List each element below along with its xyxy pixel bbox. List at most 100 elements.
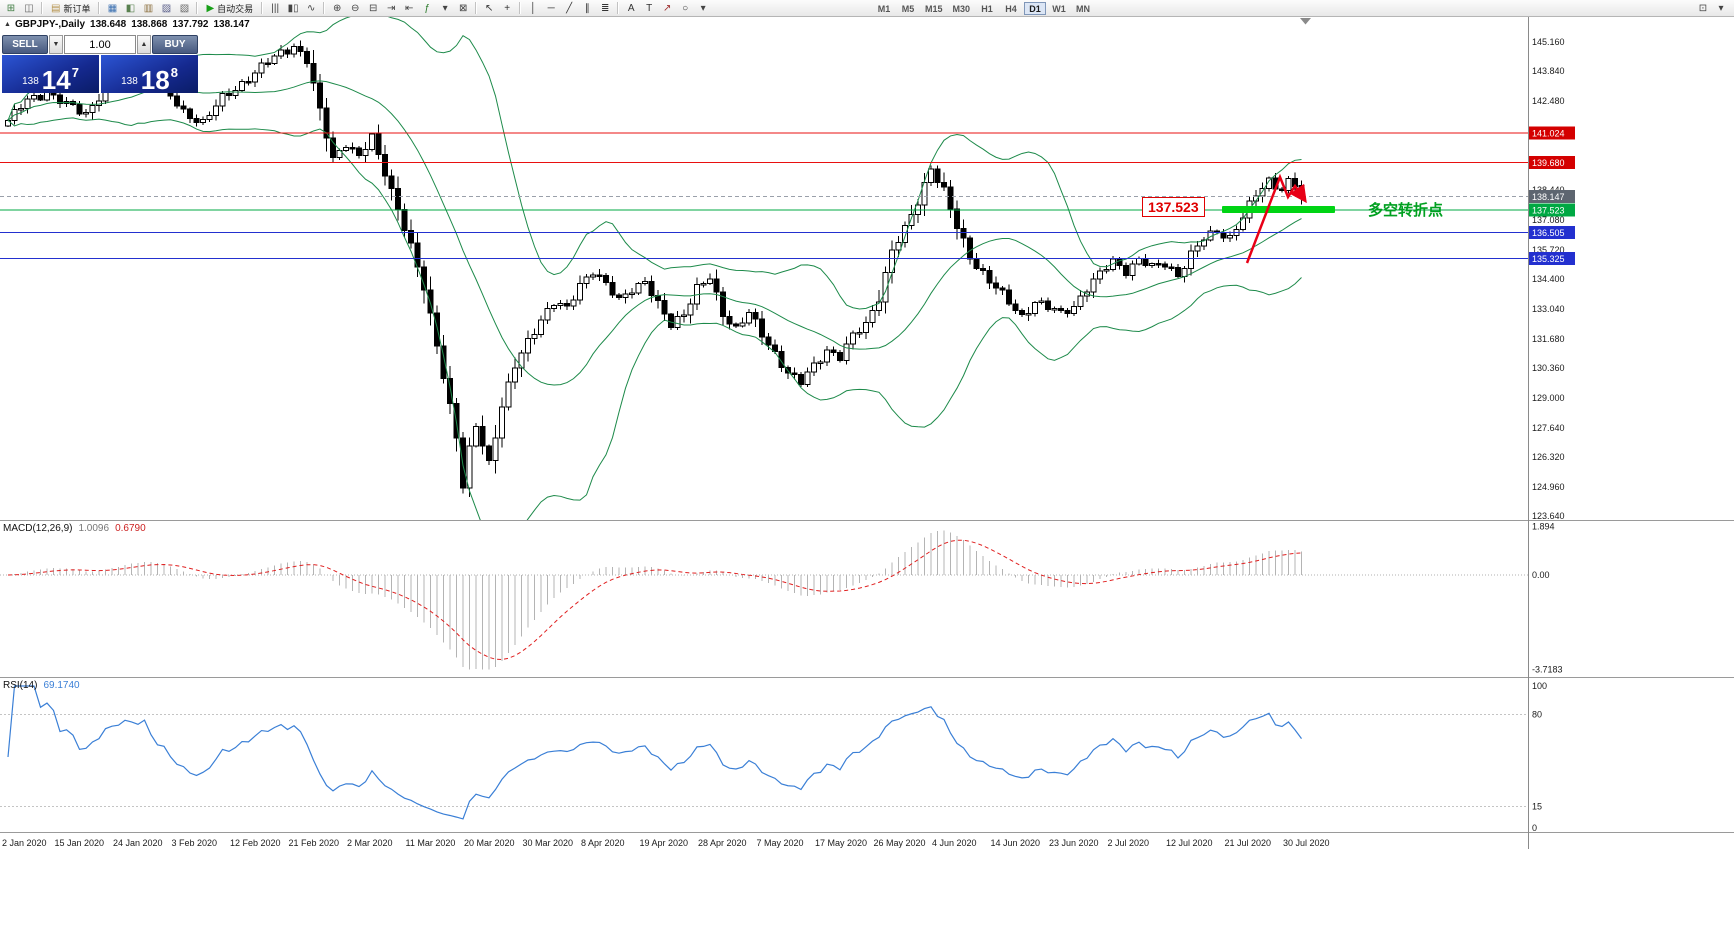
candle-body bbox=[843, 343, 850, 362]
cursor-icon[interactable]: ↖ bbox=[484, 2, 494, 14]
bars-chart-icon[interactable]: ||| bbox=[271, 2, 280, 14]
tile-windows-icon[interactable]: ⊟ bbox=[368, 2, 378, 14]
date-axis-label: 23 Jun 2020 bbox=[1049, 838, 1099, 848]
market-watch-icon[interactable]: ▦ bbox=[107, 2, 118, 14]
text-label-icon[interactable]: T bbox=[646, 2, 653, 14]
sell-button[interactable]: SELL bbox=[2, 35, 48, 54]
zoom-in-icon[interactable]: ⊕ bbox=[332, 2, 342, 14]
fullscreen-icon[interactable]: ⊡ bbox=[1698, 3, 1708, 14]
auto-trading-button[interactable]: ▶ 自动交易 bbox=[201, 1, 258, 15]
candle-body bbox=[947, 186, 954, 210]
price-axis-label: 123.640 bbox=[1532, 511, 1565, 521]
data-window-icon[interactable]: ◧ bbox=[125, 2, 136, 14]
timeframe-mn-button[interactable]: MN bbox=[1072, 2, 1094, 15]
price-badge-label: 136.505 bbox=[1532, 228, 1565, 238]
chart-shift-icon[interactable]: ⇤ bbox=[404, 2, 414, 14]
text-icon[interactable]: A bbox=[627, 2, 635, 14]
price-axis-label: 131.680 bbox=[1532, 334, 1565, 344]
toolbar-separator bbox=[41, 2, 43, 14]
objects-dropdown-icon[interactable]: ▾ bbox=[700, 2, 706, 14]
zoom-out-icon[interactable]: ⊖ bbox=[350, 2, 360, 14]
timeframe-m15-button[interactable]: M15 bbox=[921, 2, 947, 15]
toolbar-separator bbox=[261, 2, 264, 14]
candle-body bbox=[258, 62, 265, 74]
date-axis-label: 8 Apr 2020 bbox=[581, 838, 625, 848]
candles-chart-icon[interactable]: ▮▯ bbox=[287, 2, 299, 14]
timeframe-m30-button[interactable]: M30 bbox=[949, 2, 975, 15]
more-icon[interactable]: ▾ bbox=[1718, 3, 1724, 14]
timeframe-h4-button[interactable]: H4 bbox=[1000, 2, 1022, 15]
timeframe-h1-button[interactable]: H1 bbox=[976, 2, 998, 15]
candle-body bbox=[512, 367, 518, 383]
timeframe-m5-button[interactable]: M5 bbox=[897, 2, 919, 15]
bollinger-upper-line bbox=[7, 17, 1302, 310]
sell-price[interactable]: 138 14 7 bbox=[2, 55, 99, 93]
trend-arrow-annotation[interactable] bbox=[1245, 173, 1307, 264]
candle-body bbox=[76, 103, 83, 115]
candle-body bbox=[960, 228, 967, 239]
buy-button[interactable]: BUY bbox=[152, 35, 198, 54]
candle-body bbox=[1194, 245, 1201, 252]
templates-icon[interactable]: ⊠ bbox=[458, 2, 468, 14]
terminal-icon[interactable]: ▨ bbox=[161, 2, 172, 14]
candle-body bbox=[1032, 302, 1038, 315]
candle-body bbox=[1051, 308, 1058, 311]
trendline-icon[interactable]: ╱ bbox=[566, 2, 573, 14]
toolbar: ⊞ ◫ ▤ 新订单 ▦ ◧ ▥ ▨ ▧ ▶ 自动交易 ||| ▮▯ ∿ ⊕ ⊖ ⊟ ⇥ ⇤ ƒ ▾ ⊠ ↖ + │ ─ ╱ ∥ ≣ A T ↗… bbox=[0, 0, 1734, 17]
candle-body bbox=[265, 62, 271, 65]
one-click-trading-panel: SELL ▼ ▲ BUY 138 14 7 138 18 8 bbox=[2, 35, 198, 93]
date-axis-label: 3 Feb 2020 bbox=[172, 838, 218, 848]
shapes-icon[interactable]: ○ bbox=[682, 2, 689, 14]
candle-body bbox=[1227, 234, 1233, 239]
candle-body bbox=[83, 112, 89, 115]
turning-point-bar[interactable] bbox=[1222, 206, 1335, 213]
candle-body bbox=[369, 133, 375, 150]
new-chart-icon[interactable]: ⊞ bbox=[6, 2, 16, 14]
candle-body bbox=[635, 283, 642, 294]
auto-scroll-icon[interactable]: ⇥ bbox=[386, 2, 396, 14]
candle-body bbox=[661, 299, 668, 315]
strategy-tester-icon[interactable]: ▧ bbox=[179, 2, 190, 14]
equidistant-channel-icon[interactable]: ∥ bbox=[584, 2, 590, 14]
candle-body bbox=[1058, 308, 1064, 311]
candle-body bbox=[564, 303, 570, 307]
price-annotation-box[interactable]: 137.523 bbox=[1142, 197, 1205, 217]
turning-point-label[interactable]: 多空转折点 bbox=[1368, 202, 1444, 219]
periods-dropdown-icon[interactable]: ▾ bbox=[442, 2, 448, 14]
volume-input[interactable] bbox=[64, 35, 136, 54]
line-chart-icon[interactable]: ∿ bbox=[306, 2, 316, 14]
candle-body bbox=[765, 336, 772, 346]
timeframe-m1-button[interactable]: M1 bbox=[873, 2, 895, 15]
horizontal-line-icon[interactable]: ─ bbox=[547, 2, 555, 14]
chart-profiles-icon[interactable]: ◫ bbox=[24, 2, 34, 14]
arrows-icon[interactable]: ↗ bbox=[662, 2, 672, 14]
candle-body bbox=[440, 345, 447, 380]
navigator-icon[interactable]: ▥ bbox=[143, 2, 154, 14]
candle-body bbox=[375, 133, 382, 155]
indicators-icon[interactable]: ƒ bbox=[424, 2, 430, 14]
candle-body bbox=[1162, 263, 1168, 268]
timeframe-w1-button[interactable]: W1 bbox=[1048, 2, 1070, 15]
vertical-line-icon[interactable]: │ bbox=[530, 2, 537, 14]
date-axis-label: 2 Jul 2020 bbox=[1108, 838, 1150, 848]
crosshair-icon[interactable]: + bbox=[504, 2, 511, 14]
candle-body bbox=[1149, 262, 1155, 267]
buy-price[interactable]: 138 18 8 bbox=[101, 55, 198, 93]
date-axis-label: 7 May 2020 bbox=[757, 838, 804, 848]
macd-scale-label: -3.7183 bbox=[1532, 665, 1563, 675]
rsi-value: 69.1740 bbox=[43, 680, 80, 691]
candle-body bbox=[603, 275, 609, 284]
volume-decrease-button[interactable]: ▼ bbox=[49, 35, 63, 54]
candle-body bbox=[759, 318, 765, 338]
volume-increase-button[interactable]: ▲ bbox=[137, 35, 151, 54]
panel-collapse-arrow[interactable]: ▲ bbox=[4, 21, 11, 28]
candle-body bbox=[180, 105, 187, 110]
candle-body bbox=[999, 287, 1006, 291]
price-axis-label: 126.320 bbox=[1532, 452, 1565, 462]
new-order-button[interactable]: ▤ 新订单 bbox=[46, 1, 95, 15]
timeframe-d1-button[interactable]: D1 bbox=[1024, 2, 1047, 15]
fibonacci-icon[interactable]: ≣ bbox=[600, 2, 610, 14]
candle-body bbox=[278, 49, 284, 57]
candle-body bbox=[193, 118, 200, 124]
